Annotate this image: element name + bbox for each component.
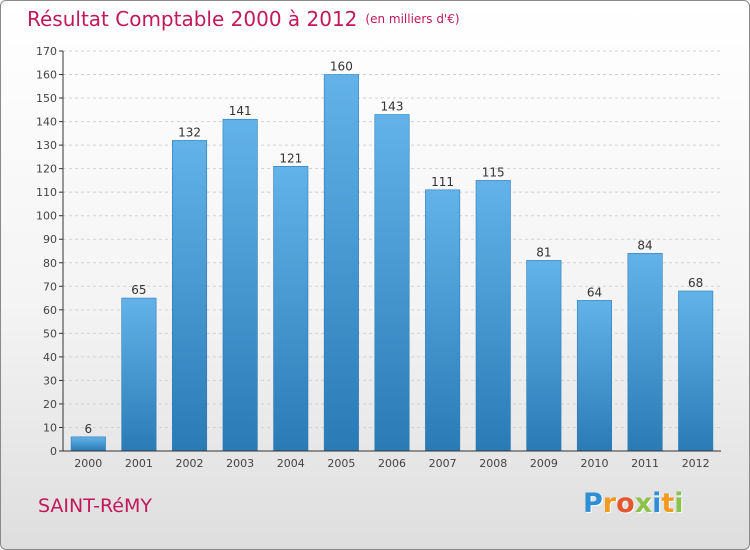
bar-value-label: 64 bbox=[587, 285, 602, 299]
x-tick-label: 2008 bbox=[479, 457, 507, 470]
bar-value-label: 111 bbox=[431, 175, 454, 189]
logo-letter: r bbox=[602, 488, 617, 519]
bar bbox=[678, 290, 714, 452]
bar bbox=[627, 253, 663, 452]
y-tick-label: 70 bbox=[43, 280, 57, 293]
logo-letter: o bbox=[616, 488, 635, 519]
bar bbox=[425, 189, 461, 452]
x-tick-label: 2007 bbox=[429, 457, 457, 470]
bar bbox=[374, 114, 410, 452]
logo-letter: i bbox=[674, 488, 684, 519]
data-labels: 6 65 132 141 121 160 143 111 115 81 64 84 68 bbox=[84, 60, 703, 436]
y-tick-label: 50 bbox=[43, 327, 57, 340]
y-tick-label: 110 bbox=[36, 186, 57, 199]
bar bbox=[70, 436, 106, 452]
x-tick-label: 2012 bbox=[682, 457, 710, 470]
x-tick-label: 2011 bbox=[631, 457, 659, 470]
y-tick-label: 40 bbox=[43, 351, 57, 364]
bar-value-label: 141 bbox=[229, 104, 252, 118]
x-tick-label: 2004 bbox=[277, 457, 305, 470]
y-axis-ticks: 0 10 20 30 40 50 60 70 80 90 100 110 120 130 140 150 160… bbox=[36, 45, 63, 458]
bar-value-label: 68 bbox=[688, 276, 703, 290]
bar-value-label: 143 bbox=[381, 100, 404, 114]
y-tick-label: 160 bbox=[36, 69, 57, 82]
y-tick-label: 90 bbox=[43, 233, 57, 246]
y-tick-label: 10 bbox=[43, 421, 57, 434]
bar bbox=[121, 297, 157, 452]
y-tick-label: 120 bbox=[36, 163, 57, 176]
bar bbox=[172, 140, 208, 452]
x-tick-label: 2010 bbox=[580, 457, 608, 470]
title-text: Résultat Comptable 2000 à 2012 bbox=[27, 7, 358, 31]
y-tick-label: 140 bbox=[36, 116, 57, 129]
bar bbox=[475, 180, 511, 452]
bar bbox=[526, 260, 562, 452]
bar bbox=[576, 300, 612, 452]
proxiti-logo: Proxiti bbox=[583, 488, 684, 519]
x-tick-label: 2001 bbox=[125, 457, 153, 470]
bar-value-label: 81 bbox=[536, 245, 551, 259]
y-tick-label: 0 bbox=[50, 445, 57, 458]
y-tick-label: 170 bbox=[36, 45, 57, 58]
x-tick-label: 2006 bbox=[378, 457, 406, 470]
bar-value-label: 6 bbox=[84, 422, 92, 436]
bar bbox=[273, 165, 309, 452]
bar-value-label: 132 bbox=[178, 125, 201, 139]
logo-letter: i bbox=[652, 488, 662, 519]
y-tick-label: 60 bbox=[43, 304, 57, 317]
title-unit: (en milliers d'€) bbox=[365, 12, 460, 26]
bars bbox=[70, 74, 714, 452]
bar bbox=[222, 118, 258, 452]
bar-value-label: 84 bbox=[637, 238, 652, 252]
y-tick-label: 20 bbox=[43, 398, 57, 411]
bar-value-label: 115 bbox=[482, 165, 505, 179]
chart-title: Résultat Comptable 2000 à 2012 (en millie… bbox=[27, 7, 460, 31]
x-axis-ticks: 2000 2001 2002 2003 2004 2005 2006 2007 2008 2009… bbox=[74, 457, 709, 470]
x-tick-label: 2009 bbox=[530, 457, 558, 470]
x-tick-label: 2003 bbox=[226, 457, 254, 470]
y-tick-label: 150 bbox=[36, 92, 57, 105]
x-tick-label: 2000 bbox=[74, 457, 102, 470]
bar-value-label: 160 bbox=[330, 60, 353, 74]
bar-value-label: 65 bbox=[131, 283, 146, 297]
axes bbox=[62, 51, 721, 452]
bar-value-label: 121 bbox=[279, 151, 302, 165]
x-tick-label: 2002 bbox=[176, 457, 204, 470]
place-name: SAINT-RéMY bbox=[38, 495, 152, 517]
logo-letter: t bbox=[661, 488, 675, 519]
y-tick-label: 30 bbox=[43, 374, 57, 387]
y-tick-label: 130 bbox=[36, 139, 57, 152]
bar bbox=[323, 74, 359, 452]
x-tick-label: 2005 bbox=[327, 457, 355, 470]
y-tick-label: 100 bbox=[36, 210, 57, 223]
logo-letter: x bbox=[634, 488, 653, 519]
y-tick-label: 80 bbox=[43, 257, 57, 270]
logo-letter: P bbox=[583, 488, 603, 519]
